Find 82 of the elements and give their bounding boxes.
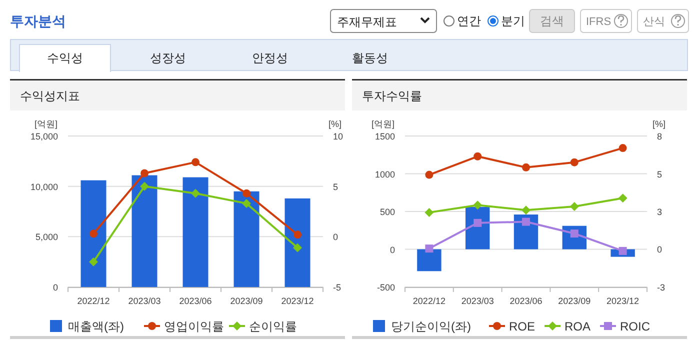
y2-tick-label: 0 [657,244,662,255]
chart-title: 수익성지표 [20,89,80,103]
y-tick-label: 0 [52,282,58,292]
text: 주재무제표 [337,15,397,29]
y-tick-label: 15,000 [30,132,58,142]
legend-label: 당기순이익(좌) [391,320,471,334]
y-tick-label: -500 [376,282,395,292]
point [424,208,434,217]
point [191,188,200,198]
legend-label: ROE [509,320,536,334]
point [425,170,434,179]
text: 연간 [457,14,481,28]
y-tick-label: 1500 [374,132,395,142]
point [522,163,530,172]
point [618,194,628,203]
point [522,218,530,226]
y2-tick-label: 5 [333,182,338,192]
y-axis-title: [억원] [371,119,395,129]
y2-tick-label: 5 [657,169,662,180]
point [570,158,578,166]
y2-tick-label: 10 [333,132,344,142]
point [140,182,149,191]
text: 성장성 [150,51,186,65]
point [474,152,482,160]
x-tick-label: 2023/12 [606,296,640,306]
bar [234,191,260,287]
bar [80,180,106,287]
point [293,243,302,252]
x-tick-label: 2023/09 [558,296,591,306]
text: IFRS [586,16,612,28]
x-tick-label: 2023/03 [128,296,161,306]
y2-tick-label: 8 [657,132,662,142]
chart-title: 투자수익률 [362,89,422,103]
point [570,202,579,211]
x-tick-label: 2023/06 [179,296,212,306]
point [242,189,250,198]
point [294,230,302,239]
y2-tick-label: -5 [333,282,342,292]
text: 산식 [643,16,665,28]
x-tick-label: 2023/09 [230,296,263,306]
point [474,218,482,227]
y2-axis-title: [%] [328,119,342,129]
point [473,200,482,210]
x-tick-label: 2023/12 [281,296,314,306]
y-tick-label: 0 [390,244,395,255]
x-tick-label: 2022/12 [412,296,446,306]
point [90,230,98,238]
y-tick-label: 500 [380,207,395,217]
legend-label: 영업이익률 [164,320,224,334]
point [89,257,98,266]
text: 안정성 [252,51,288,65]
legend-label: ROIC [620,320,650,334]
y2-tick-label: 0 [333,232,338,242]
y2-tick-label: -3 [657,282,666,292]
y-tick-label: 10,000 [30,182,58,192]
y2-axis-title: [%] [652,119,666,129]
x-tick-label: 2023/03 [461,296,494,306]
legend-label: 매출액(좌) [68,320,124,334]
point [425,244,434,253]
y-tick-label: 1000 [374,169,395,180]
legend-label: 순이익률 [249,320,297,334]
point [618,144,627,152]
text: 수익성 [47,51,83,65]
x-tick-label: 2023/06 [510,296,542,306]
bar [284,198,310,287]
point [618,246,627,255]
point [192,158,200,166]
x-tick-label: 2022/12 [77,296,110,306]
point [140,169,148,178]
bar [132,175,158,287]
point [522,206,530,215]
legend-label: ROA [564,320,591,334]
text: 분기 [501,14,525,28]
text: 활동성 [352,51,388,65]
text: 투자분석 [10,13,66,29]
y-tick-label: 5,000 [35,232,58,242]
y2-tick-label: 3 [657,206,662,217]
text: 검색 [540,14,564,28]
point [242,198,251,208]
bar [417,249,442,272]
bar [182,177,208,287]
y-axis-title: [억원] [34,119,58,129]
